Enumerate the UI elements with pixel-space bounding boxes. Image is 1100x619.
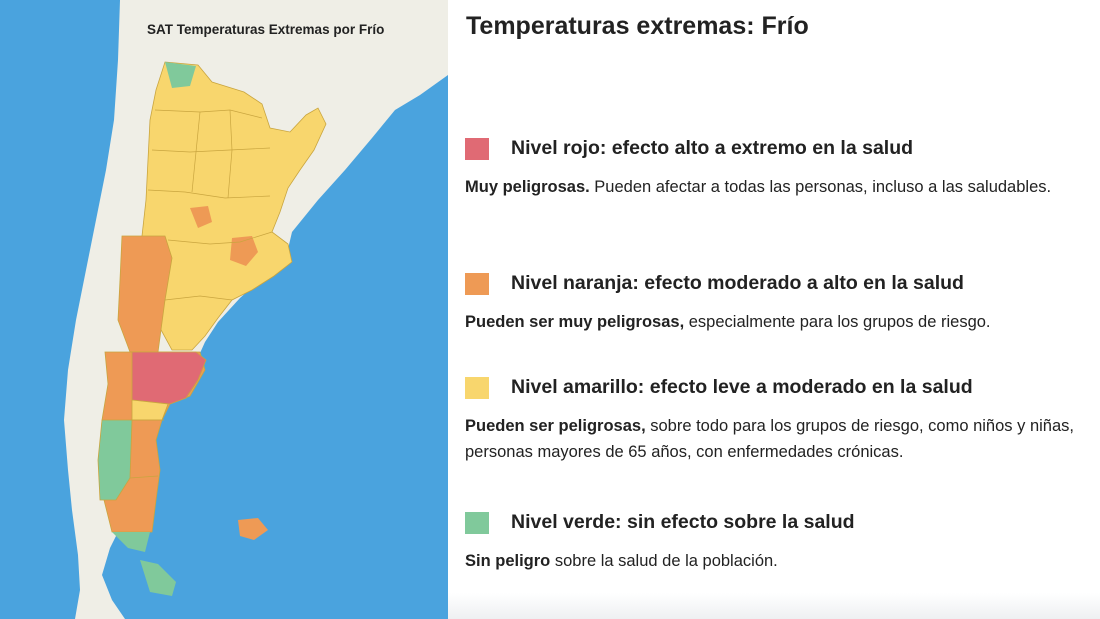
desc-bold: Sin peligro [465,552,551,570]
alert-map: SAT Temperaturas Extremas por Frío [0,0,448,619]
desc-bold: Pueden ser muy peligrosas, [465,313,685,331]
map-title: SAT Temperaturas Extremas por Frío [147,22,385,37]
swatch-red [465,138,489,160]
region-yellow-south [131,399,169,421]
region-orange-patch [190,206,212,228]
region-green-south [112,532,150,552]
desc-text: sobre todo para los grupos de riesgo, co… [465,417,1074,461]
region-green-north [165,62,196,88]
level-description: Pueden ser peligrosas, sobre todo para l… [465,413,1095,465]
desc-text: sobre la salud de la población. [550,552,778,570]
level-description: Pueden ser muy peligrosas, especialmente… [465,309,1100,335]
level-description: Muy peligrosas. Pueden afectar a todas l… [465,174,1100,200]
panel-bottom-shade [448,593,1100,619]
swatch-green [465,512,489,534]
desc-bold: Pueden ser peligrosas, [465,417,646,435]
desc-bold: Muy peligrosas. [465,178,590,196]
region-red [131,351,207,405]
level-title: Nivel verde: sin efecto sobre la salud [511,511,855,533]
desc-text: Pueden afectar a todas las personas, inc… [589,178,1052,196]
desc-text: especialmente para los grupos de riesgo. [684,313,991,331]
swatch-orange [465,273,489,295]
province-borders [129,109,273,479]
legend-panel: Temperaturas extremas: Frío Nivel rojo: … [448,0,1100,619]
level-title: Nivel naranja: efecto moderado a alto en… [511,272,964,294]
level-title: Nivel amarillo: efecto leve a moderado e… [511,376,973,398]
level-title: Nivel rojo: efecto alto a extremo en la … [511,137,914,159]
page-heading: Temperaturas extremas: Frío [466,12,809,40]
islas-malvinas [238,518,268,540]
swatch-yellow [465,377,489,399]
region-orange-patch [230,236,258,266]
level-description: Sin peligro sobre la salud de la poblaci… [465,548,1100,574]
argentina-map-graphic [64,0,448,619]
region-green-tierra-del-fuego [140,560,176,596]
